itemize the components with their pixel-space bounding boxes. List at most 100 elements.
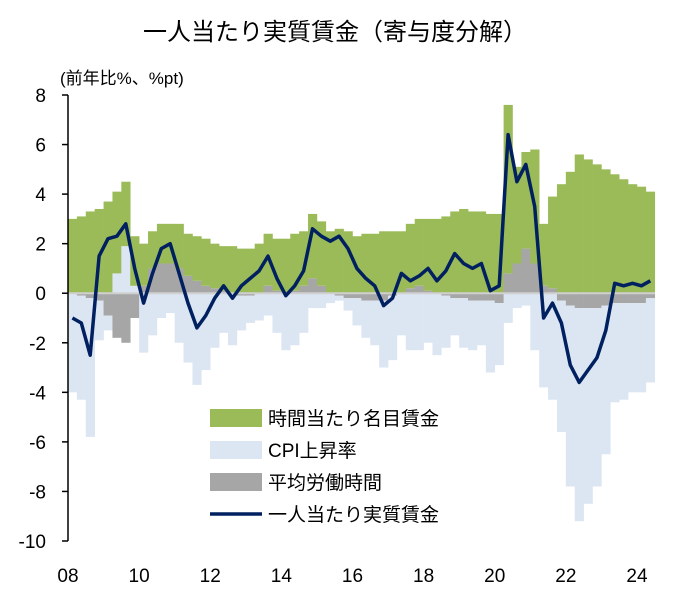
bar-nominal-wage <box>628 184 638 294</box>
y-axis: 8 6 4 2 0 -2 -4 -6 -8 -10 <box>19 86 69 553</box>
bar-hours <box>565 293 576 306</box>
bar-cpi <box>165 293 175 314</box>
bar-cpi <box>192 293 202 385</box>
bar-nominal-wage <box>476 211 487 294</box>
legend-item: 時間当たり名目賃金 <box>210 408 439 430</box>
bar-cpi <box>423 293 433 343</box>
bar-hours <box>503 273 513 294</box>
bar-hours <box>343 293 353 299</box>
bar-nominal-wage <box>405 223 416 289</box>
y-tick-label: -8 <box>29 482 46 503</box>
bar-nominal-wage <box>619 179 629 294</box>
bar-hours <box>530 263 540 294</box>
y-tick-label: 0 <box>35 284 46 305</box>
bar-nominal-wage <box>156 223 167 264</box>
bar-hours <box>521 248 531 294</box>
bar-nominal-wage <box>272 238 282 291</box>
bar-cpi <box>272 293 282 333</box>
bar-cpi <box>503 293 513 323</box>
bar-nominal-wage <box>441 216 451 294</box>
bar-nominal-wage <box>210 243 220 289</box>
bar-nominal-wage <box>521 151 531 249</box>
legend-item: 一人当たり実質賃金 <box>210 504 439 526</box>
bar-cpi <box>565 305 576 487</box>
bar-cpi <box>308 293 318 309</box>
y-tick-label: -10 <box>19 532 46 553</box>
y-tick-label: -2 <box>29 334 46 355</box>
bar-nominal-wage <box>201 238 211 286</box>
bar-nominal-wage <box>343 231 353 294</box>
bar-cpi <box>334 295 344 301</box>
x-axis: 08 10 12 14 16 18 20 22 24 <box>57 566 648 587</box>
bar-hours <box>219 290 229 294</box>
legend-swatch <box>210 441 262 459</box>
bar-nominal-wage <box>290 233 300 291</box>
bar-cpi <box>201 293 211 371</box>
bar-hours <box>210 288 220 294</box>
bar-cpi <box>468 300 478 351</box>
bar-cpi <box>592 308 602 487</box>
bar-cpi <box>316 293 327 309</box>
bar-nominal-wage <box>485 213 496 294</box>
bar-hours <box>441 293 451 296</box>
chart-title: 一人当たり実質賃金（寄与度分解） <box>143 19 527 46</box>
legend-item: 平均労働時間 <box>210 472 382 494</box>
bar-hours <box>85 293 95 299</box>
bar-nominal-wage <box>565 171 576 294</box>
bar-nominal-wage <box>183 233 193 276</box>
bar-nominal-wage <box>299 231 309 286</box>
bar-hours <box>174 268 184 294</box>
bar-hours <box>459 293 469 299</box>
bar-nominal-wage <box>432 218 442 294</box>
y-tick-label: 2 <box>35 235 46 256</box>
bar-hours <box>405 288 416 294</box>
bar-nominal-wage <box>219 246 229 291</box>
bar-hours <box>308 278 318 294</box>
bar-cpi <box>103 315 113 331</box>
bar-cpi <box>494 303 504 366</box>
bar-nominal-wage <box>388 231 398 294</box>
bar-nominal-wage <box>636 186 647 294</box>
bar-hours <box>112 293 122 338</box>
bars <box>68 104 656 522</box>
bar-cpi <box>121 246 131 294</box>
series-line-real-wage <box>71 132 652 385</box>
bar-hours <box>245 293 255 296</box>
bar-cpi <box>130 285 140 294</box>
bar-nominal-wage <box>236 248 247 294</box>
legend-swatch <box>210 473 262 491</box>
bar-nominal-wage <box>121 181 131 247</box>
bar-hours <box>316 285 327 294</box>
legend-label: 平均労働時間 <box>268 472 382 494</box>
bar-cpi <box>228 293 238 346</box>
bar-cpi <box>574 308 584 522</box>
bar-cpi <box>325 293 335 304</box>
bar-hours <box>139 285 149 294</box>
bar-cpi <box>636 303 647 393</box>
bar-nominal-wage <box>583 159 593 294</box>
bar-nominal-wage <box>85 211 95 294</box>
bar-cpi <box>601 305 611 455</box>
bar-hours <box>494 293 504 304</box>
bar-hours <box>334 293 344 296</box>
bar-cpi <box>396 293 407 336</box>
bar-nominal-wage <box>414 218 424 286</box>
bar-hours <box>103 293 113 316</box>
bar-hours <box>476 293 487 301</box>
bar-cpi <box>183 293 193 363</box>
bar-hours <box>574 293 584 309</box>
bar-nominal-wage <box>494 213 504 294</box>
bar-nominal-wage <box>610 174 620 294</box>
bar-cpi <box>441 295 451 348</box>
bar-cpi <box>94 300 104 341</box>
y-tick-label: 8 <box>35 86 46 107</box>
bar-nominal-wage <box>592 164 602 294</box>
bar-cpi <box>299 293 309 333</box>
bar-cpi <box>85 298 95 437</box>
bar-cpi <box>139 293 149 353</box>
bar-nominal-wage <box>103 201 113 294</box>
bar-nominal-wage <box>316 221 327 286</box>
bar-hours <box>583 293 593 309</box>
